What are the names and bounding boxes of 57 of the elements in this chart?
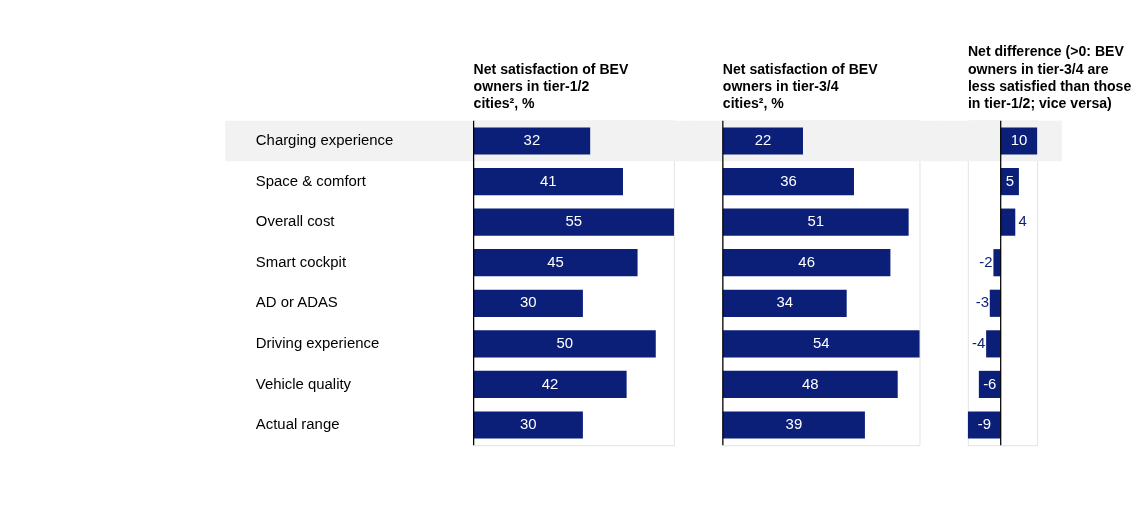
bar [722, 330, 920, 358]
bar [1000, 127, 1038, 155]
data-label: 42 [541, 375, 559, 392]
data-label: 4 [1018, 213, 1027, 230]
bar [473, 167, 623, 196]
bar [473, 330, 656, 358]
y-tick-label: Actual range [255, 416, 340, 433]
data-label: 46 [798, 253, 815, 270]
data-label: 41 [540, 172, 557, 189]
y-tick-label: Driving experience [255, 335, 380, 351]
bar [993, 249, 1001, 277]
data-label: 45 [547, 253, 564, 270]
bar [722, 208, 909, 236]
data-label: 48 [801, 375, 819, 392]
bar [722, 127, 803, 155]
bar [473, 208, 674, 236]
data-label: 30 [519, 294, 537, 311]
data-label: 32 [523, 132, 541, 149]
y-tick-label: Smart cockpit [255, 253, 347, 270]
bar [967, 411, 1001, 439]
data-label: 51 [807, 213, 825, 230]
bar [722, 289, 847, 317]
data-label: 5 [1005, 172, 1014, 189]
bar [473, 411, 583, 439]
chart-title: Net satisfaction of BEV owners in tier-1/2 cities², % [473, 60, 629, 112]
data-label: -3 [975, 294, 989, 311]
chart-title: Net difference (>0: BEV owners in tier-3/4 are less satisfied than those in tier-1/2; vice versa) [967, 43, 1132, 112]
bar [722, 249, 891, 277]
y-tick-label: Space & comfort [255, 172, 367, 189]
bar [722, 167, 854, 196]
bar [1000, 208, 1016, 236]
data-label: -4 [972, 335, 986, 351]
y-tick-label: AD or ADAS [255, 294, 338, 311]
bar [989, 289, 1001, 317]
data-label: 10 [1010, 132, 1028, 149]
y-tick-label: Charging experience [255, 132, 394, 149]
data-label: 55 [565, 213, 583, 230]
y-tick-label: Overall cost [255, 213, 336, 230]
data-label: 30 [519, 416, 537, 433]
data-label: 22 [754, 132, 772, 149]
data-label: -9 [977, 416, 991, 433]
data-label: 34 [776, 294, 794, 311]
bar [473, 289, 583, 317]
bar [473, 249, 638, 277]
bar [986, 330, 1001, 358]
bar [722, 411, 865, 439]
data-label: -6 [983, 375, 997, 392]
data-label: -2 [979, 253, 993, 270]
bar [722, 370, 898, 399]
bar [473, 370, 627, 399]
data-label: 39 [785, 416, 803, 433]
bar [473, 127, 591, 155]
y-tick-label: Vehicle quality [255, 375, 352, 392]
data-label: 36 [780, 172, 797, 189]
chart-title: Net satisfaction of BEV owners in tier-3/4 cities², % [722, 60, 879, 112]
data-label: 54 [812, 335, 830, 351]
data-label: 50 [556, 335, 573, 351]
